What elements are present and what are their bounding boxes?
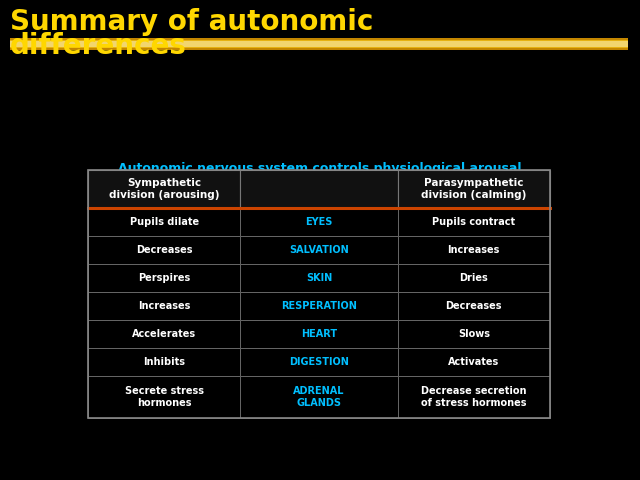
Bar bbox=[241, 348, 397, 376]
Bar bbox=[241, 292, 397, 320]
Text: Accelerates: Accelerates bbox=[132, 329, 196, 339]
Text: EYES: EYES bbox=[305, 217, 333, 227]
Bar bbox=[88, 170, 241, 208]
Bar bbox=[88, 264, 241, 292]
Bar bbox=[241, 208, 397, 236]
Text: Decreases: Decreases bbox=[136, 245, 193, 255]
Text: Decrease secretion
of stress hormones: Decrease secretion of stress hormones bbox=[421, 386, 527, 408]
Text: Activates: Activates bbox=[448, 357, 499, 367]
Bar bbox=[88, 348, 241, 376]
Text: SALVATION: SALVATION bbox=[289, 245, 349, 255]
Bar bbox=[88, 236, 241, 264]
Text: Pupils dilate: Pupils dilate bbox=[130, 217, 199, 227]
Text: Pupils contract: Pupils contract bbox=[432, 217, 515, 227]
Bar bbox=[88, 292, 241, 320]
Bar bbox=[241, 236, 397, 264]
Bar bbox=[397, 236, 550, 264]
Bar bbox=[241, 170, 397, 208]
Text: HEART: HEART bbox=[301, 329, 337, 339]
Bar bbox=[10, 41, 628, 47]
Bar bbox=[397, 320, 550, 348]
Bar bbox=[88, 170, 550, 418]
Bar bbox=[397, 348, 550, 376]
Text: Autonomic nervous system controls physiological arousal: Autonomic nervous system controls physio… bbox=[118, 162, 522, 175]
Text: Secrete stress
hormones: Secrete stress hormones bbox=[125, 386, 204, 408]
Text: differences: differences bbox=[10, 32, 187, 60]
Bar bbox=[397, 208, 550, 236]
Bar bbox=[397, 292, 550, 320]
Text: Decreases: Decreases bbox=[445, 301, 502, 311]
Bar bbox=[88, 320, 241, 348]
Text: Dries: Dries bbox=[460, 273, 488, 283]
Bar bbox=[10, 40, 628, 48]
Text: Inhibits: Inhibits bbox=[143, 357, 185, 367]
Bar bbox=[397, 376, 550, 418]
Bar bbox=[397, 264, 550, 292]
Text: Increases: Increases bbox=[447, 245, 500, 255]
Text: Parasympathetic
division (calming): Parasympathetic division (calming) bbox=[421, 178, 527, 200]
Bar bbox=[10, 38, 628, 50]
Text: Slows: Slows bbox=[458, 329, 490, 339]
Bar bbox=[397, 170, 550, 208]
Text: ADRENAL
GLANDS: ADRENAL GLANDS bbox=[293, 386, 345, 408]
Text: Perspires: Perspires bbox=[138, 273, 190, 283]
Bar bbox=[241, 320, 397, 348]
Text: Increases: Increases bbox=[138, 301, 191, 311]
Bar bbox=[88, 208, 241, 236]
Bar bbox=[241, 376, 397, 418]
Bar bbox=[88, 376, 241, 418]
Bar bbox=[241, 264, 397, 292]
Text: DIGESTION: DIGESTION bbox=[289, 357, 349, 367]
Text: SKIN: SKIN bbox=[306, 273, 332, 283]
Text: Sympathetic
division (arousing): Sympathetic division (arousing) bbox=[109, 178, 220, 200]
Text: RESPERATION: RESPERATION bbox=[281, 301, 357, 311]
Text: Summary of autonomic: Summary of autonomic bbox=[10, 8, 373, 36]
